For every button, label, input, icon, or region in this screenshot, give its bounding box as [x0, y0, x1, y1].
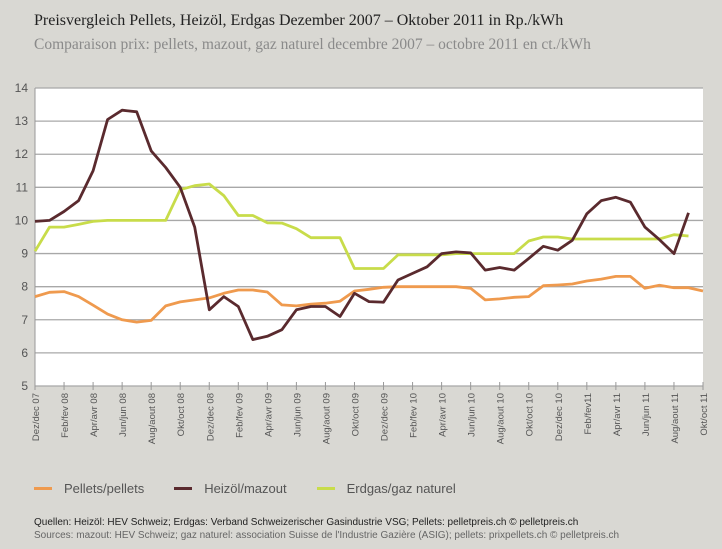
legend-label: Erdgas/gaz naturel: [346, 481, 456, 496]
y-tick-label: 14: [15, 81, 29, 95]
y-tick-label: 9: [21, 247, 28, 261]
y-tick-label: 13: [15, 114, 29, 128]
x-tick-label: Okt/oct 08: [176, 393, 187, 436]
sources-fr: Sources: mazout: HEV Schweiz; gaz nature…: [34, 530, 620, 541]
legend-swatch: [316, 487, 335, 490]
y-tick-label: 5: [21, 379, 28, 393]
x-tick-label: Jun/jun 10: [467, 393, 478, 437]
x-tick-label: Dez/dec 09: [380, 393, 391, 441]
x-tick-label: Jun/jun 11: [641, 393, 652, 436]
legend-swatch: [174, 487, 193, 490]
legend-swatch: [34, 487, 52, 490]
x-tick-label: Apr/avr 08: [89, 393, 100, 437]
y-tick-label: 11: [16, 180, 29, 194]
y-tick-label: 12: [15, 147, 29, 161]
x-tick-label: Feb/fev11: [583, 393, 594, 435]
chart-subtitle: Comparaison prix: pellets, mazout, gaz n…: [34, 36, 591, 53]
plot-area: [35, 88, 703, 386]
legend-item-pellets: Pellets/pellets: [34, 481, 144, 496]
x-tick-label: Aug/aout 08: [147, 393, 158, 444]
x-tick-label: Okt/oct 09: [350, 393, 361, 436]
x-tick-label: Dez/dec 07: [31, 393, 42, 441]
chart-title: Preisvergleich Pellets, Heizöl, Erdgas D…: [34, 12, 564, 29]
y-tick-label: 8: [21, 280, 28, 294]
x-tick-label: Feb/fev 08: [60, 393, 71, 438]
x-tick-label: Jun/jun 08: [118, 393, 129, 437]
x-tick-label: Okt/oct 11: [699, 393, 710, 436]
x-tick-label: Apr/avr 09: [263, 393, 274, 437]
y-tick-label: 7: [21, 313, 28, 327]
x-tick-label: Feb/fev 09: [234, 393, 245, 438]
y-tick-label: 6: [21, 346, 28, 360]
x-tick-label: Jun/jun 09: [292, 393, 303, 437]
x-tick-label: Dez/dec 08: [205, 393, 216, 441]
x-tick-label: Apr/avr 11: [612, 393, 623, 436]
series-line-1: [34, 108, 690, 342]
legend-item-erdgas: Erdgas/gaz naturel: [316, 481, 456, 496]
x-tick-label: Feb/fev 10: [409, 393, 420, 438]
legend-label: Heizöl/mazout: [204, 481, 287, 496]
x-tick-label: Dez/dec 10: [554, 393, 565, 441]
legend-item-heizoel: Heizöl/mazout: [174, 481, 287, 496]
x-tick-label: Apr/avr 10: [438, 393, 449, 437]
y-tick-label: 10: [15, 213, 29, 227]
x-tick-label: Aug/aout 09: [321, 393, 332, 444]
sources-de: Quellen: Heizöl: HEV Schweiz; Erdgas: Ve…: [34, 517, 579, 528]
legend: Pellets/pellets Heizöl/mazout Erdgas/gaz…: [34, 481, 486, 496]
legend-label: Pellets/pellets: [64, 481, 145, 496]
x-tick-label: Aug/aout 11: [670, 393, 681, 444]
series-line-2: [33, 182, 689, 270]
x-tick-label: Aug/aout 10: [496, 393, 507, 444]
series-line-0: [34, 274, 704, 324]
x-tick-label: Okt/oct 10: [525, 393, 536, 436]
